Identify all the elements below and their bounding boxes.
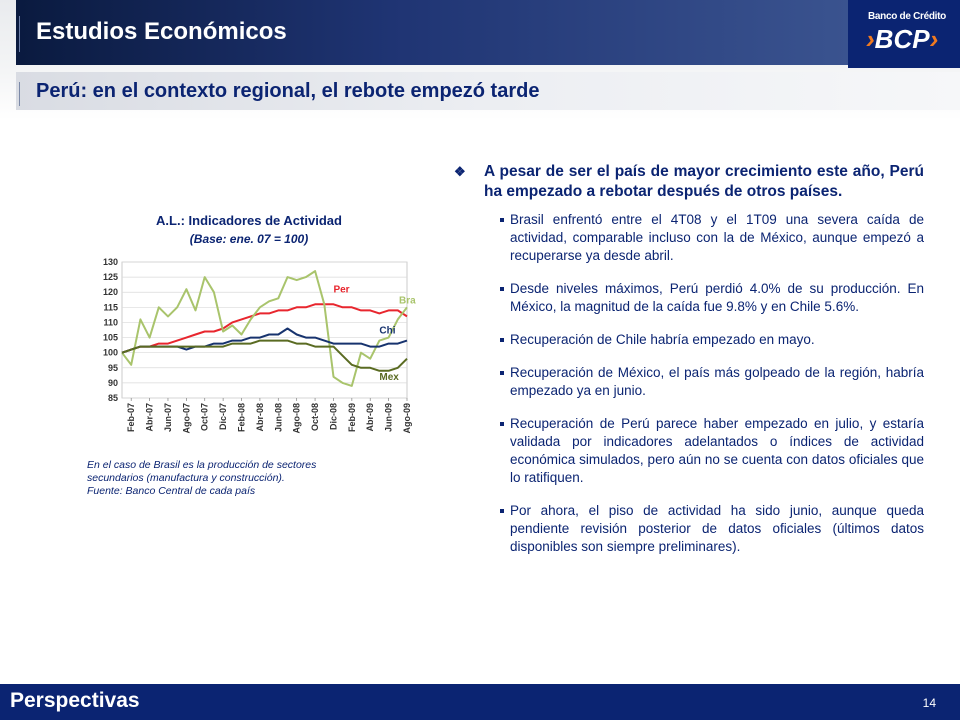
sub-bullet-list: Brasil enfrentó entre el 4T08 y el 1T09 … — [500, 211, 924, 556]
series-label-mex: Mex — [379, 372, 399, 383]
sub-bullet: Por ahora, el piso de actividad ha sido … — [500, 502, 924, 556]
section-label: Perspectivas — [10, 689, 140, 712]
sub-bullet-text: Brasil enfrentó entre el 4T08 y el 1T09 … — [510, 212, 924, 263]
series-line-per — [121, 303, 408, 354]
square-bullet-icon — [500, 422, 504, 426]
x-tick-label: Dic-07 — [218, 403, 228, 430]
logo-text: BCP — [874, 24, 930, 54]
square-bullet-icon — [500, 287, 504, 291]
sub-bullet: Desde niveles máximos, Perú perdió 4.0% … — [500, 280, 924, 316]
sub-bullet-text: Recuperación de México, el país más golp… — [510, 365, 924, 398]
logo-bank-name: Banco de Crédito — [868, 11, 946, 22]
title-divider — [19, 16, 20, 52]
square-bullet-icon — [500, 218, 504, 222]
y-tick-label: 120 — [103, 287, 118, 297]
x-tick-label: Ago-08 — [292, 403, 302, 434]
main-bullet: ❖ A pesar de ser el país de mayor crecim… — [454, 162, 924, 202]
x-tick-label: Jun-09 — [384, 403, 394, 432]
chevron-right-icon: › — [866, 24, 875, 54]
x-tick-label: Oct-08 — [310, 403, 320, 431]
plot-area — [121, 261, 408, 399]
y-tick-label: 100 — [103, 348, 118, 358]
y-tick-label: 130 — [103, 257, 118, 267]
page-title: Estudios Económicos — [36, 18, 287, 45]
square-bullet-icon — [500, 371, 504, 375]
sub-bullet-text: Desde niveles máximos, Perú perdió 4.0% … — [510, 281, 924, 314]
slide-subtitle: Perú: en el contexto regional, el rebote… — [36, 80, 540, 102]
bullet-section: ❖ A pesar de ser el país de mayor crecim… — [454, 162, 924, 571]
sub-bullet: Recuperación de Chile habría empezado en… — [500, 331, 924, 349]
series-line-mex — [121, 339, 408, 372]
chart-title: A.L.: Indicadores de Actividad — [156, 213, 342, 228]
x-tick-label: Jun-08 — [273, 403, 283, 432]
x-tick-label: Feb-09 — [347, 403, 357, 432]
source-note: Fuente: Banco Central de cada país — [87, 485, 256, 497]
chart-subtitle: (Base: ene. 07 = 100) — [189, 232, 309, 246]
y-tick-label: 85 — [108, 393, 118, 403]
y-tick-label: 90 — [108, 378, 118, 388]
x-tick-label: Abr-08 — [255, 403, 265, 432]
footnote-line: secundarios (manufactura y construcción)… — [87, 472, 285, 484]
sub-bullet-text: Por ahora, el piso de actividad ha sido … — [510, 503, 924, 554]
logo-mark: ›BCP› — [866, 24, 938, 55]
activity-line-chart: 85 90 95 100 105 110 115 120 125 130 Feb-07 Abr-07 J… — [103, 257, 416, 434]
chevron-right-icon: › — [929, 24, 939, 54]
x-tick-label: Ago-09 — [402, 403, 412, 434]
bcp-logo: Banco de Crédito ›BCP› — [848, 0, 960, 68]
square-bullet-icon — [500, 509, 504, 513]
square-bullet-icon — [500, 338, 504, 342]
x-tick-label: Oct-07 — [200, 403, 210, 431]
x-tick-label: Dic-08 — [328, 403, 338, 430]
y-tick-label: 110 — [103, 317, 118, 327]
series-label-chi: Chi — [379, 326, 395, 337]
x-tick-label: Feb-07 — [126, 403, 136, 432]
y-tick-label: 115 — [103, 302, 118, 312]
chart-footnote: En el caso de Brasil es la producción de… — [87, 459, 407, 498]
x-tick-label: Jun-07 — [163, 403, 173, 432]
x-tick-label: Abr-09 — [365, 403, 375, 432]
sub-bullet-text: Recuperación de Chile habría empezado en… — [510, 332, 815, 347]
sub-bullet: Recuperación de Perú parece haber empeza… — [500, 415, 924, 487]
y-tick-label: 95 — [108, 363, 118, 373]
subtitle-bar: Perú: en el contexto regional, el rebote… — [16, 72, 960, 110]
x-tick-label: Abr-07 — [145, 403, 155, 432]
x-tick-label: Ago-07 — [181, 403, 191, 434]
title-bar: Estudios Económicos — [16, 0, 848, 65]
footer-bar: Perspectivas 14 — [0, 684, 960, 720]
series-label-bra: Bra — [399, 295, 416, 306]
subtitle-divider — [19, 82, 20, 106]
y-tick-label: 125 — [103, 272, 118, 282]
footnote-line: En el caso de Brasil es la producción de… — [87, 459, 317, 471]
x-tick-label: Feb-08 — [237, 403, 247, 432]
sub-bullet: Recuperación de México, el país más golp… — [500, 364, 924, 400]
sub-bullet: Brasil enfrentó entre el 4T08 y el 1T09 … — [500, 211, 924, 265]
y-tick-label: 105 — [103, 333, 118, 343]
diamond-bullet-icon: ❖ — [454, 164, 466, 179]
page-number: 14 — [922, 696, 936, 710]
series-label-per: Per — [333, 284, 349, 295]
series-line-bra — [121, 270, 408, 387]
sub-bullet-text: Recuperación de Perú parece haber empeza… — [510, 416, 924, 485]
main-bullet-text: A pesar de ser el país de mayor crecimie… — [484, 163, 924, 200]
